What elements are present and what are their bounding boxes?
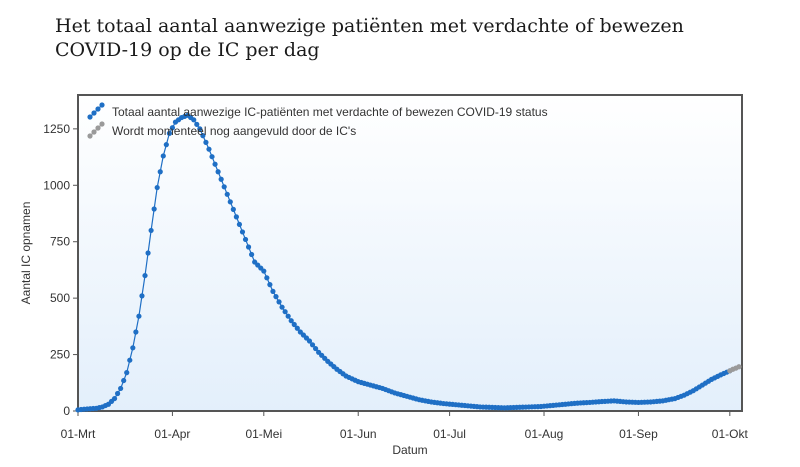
data-point (245, 244, 252, 250)
data-point (206, 146, 212, 152)
series-2 (727, 364, 742, 374)
data-point (169, 125, 176, 131)
data-point (230, 206, 236, 212)
data-point (261, 268, 267, 274)
data-point (249, 251, 255, 258)
data-point (276, 299, 282, 305)
legend-swatch-line (89, 104, 103, 118)
data-point (282, 309, 288, 315)
data-point (127, 357, 133, 363)
data-point (239, 229, 246, 235)
legend-swatch-dot (95, 125, 101, 131)
data-point (236, 221, 243, 228)
data-point (736, 364, 742, 370)
y-axis-label: Aantal IC opnamen (19, 202, 33, 305)
legend-swatch-line (89, 123, 103, 137)
data-point (136, 313, 142, 319)
data-point (288, 318, 294, 324)
y-tick-label: 0 (63, 404, 70, 418)
data-point (309, 342, 316, 348)
data-point (111, 395, 118, 402)
x-tick-label: 01-Mei (245, 427, 282, 441)
data-point (200, 133, 206, 139)
data-point (115, 390, 121, 397)
data-point (124, 370, 130, 376)
y-tick-label: 250 (50, 348, 70, 362)
data-point (267, 282, 273, 288)
x-tick-label: 01-Jun (340, 427, 377, 441)
x-tick-label: 01-Jul (433, 427, 466, 441)
legend-swatch-dot (99, 102, 105, 108)
data-point (194, 121, 200, 127)
data-point (139, 293, 145, 299)
data-point (270, 288, 276, 294)
legend-swatch-dot (87, 114, 93, 120)
data-point (273, 294, 279, 300)
legend-swatch-dot (91, 110, 97, 116)
data-point (145, 250, 151, 256)
data-point (242, 236, 249, 243)
data-point (306, 338, 313, 344)
y-tick-label: 750 (50, 235, 70, 249)
legend-swatch-dot (91, 129, 97, 135)
legend-entry-1[interactable]: Totaal aantal aanwezige IC-patiënten met… (87, 102, 548, 120)
data-point (121, 377, 127, 384)
data-point (294, 325, 300, 331)
data-point (133, 329, 139, 335)
legend-swatch-dot (87, 133, 93, 139)
data-point (221, 184, 227, 190)
data-point (142, 272, 148, 279)
data-point (203, 139, 209, 145)
x-tick-label: 01-Mrt (61, 427, 96, 441)
data-point (151, 206, 157, 212)
legend-label: Totaal aantal aanwezige IC-patiënten met… (112, 105, 548, 119)
data-point (233, 214, 239, 220)
y-tick-label: 1000 (43, 178, 70, 192)
data-point (118, 385, 124, 392)
data-point (130, 345, 136, 351)
x-tick-label: 01-Okt (712, 427, 749, 441)
data-point (218, 176, 224, 182)
data-point (209, 154, 215, 160)
chart-title: Het totaal aantal aanwezige patiënten me… (55, 15, 684, 61)
data-point (197, 126, 203, 132)
series-1 (75, 112, 733, 413)
data-point (160, 153, 166, 159)
data-point (166, 130, 172, 136)
data-point (148, 227, 154, 234)
data-point (157, 169, 163, 175)
legend-swatch-dot (95, 106, 101, 112)
data-point (215, 169, 221, 175)
data-point (285, 313, 291, 319)
data-point (191, 117, 197, 123)
data-point (154, 184, 160, 191)
data-point (264, 275, 270, 281)
y-tick-label: 500 (50, 291, 70, 305)
y-tick-label: 1250 (43, 122, 70, 136)
legend-swatch-dot (99, 121, 105, 127)
data-point (279, 304, 285, 310)
x-axis-label: Datum (392, 443, 427, 457)
data-point (291, 321, 297, 328)
x-tick-label: 01-Apr (154, 427, 190, 441)
data-point (227, 199, 233, 205)
data-point (224, 191, 230, 197)
data-point (312, 345, 319, 352)
legend-label: Wordt momenteel nog aangevuld door de IC… (112, 124, 356, 138)
x-tick-label: 01-Sep (619, 427, 658, 441)
plot-area (77, 94, 743, 412)
x-tick-label: 01-Aug (525, 427, 564, 441)
data-point (163, 142, 169, 148)
legend-entry-2[interactable]: Wordt momenteel nog aangevuld door de IC… (87, 121, 356, 139)
data-point (212, 161, 218, 167)
